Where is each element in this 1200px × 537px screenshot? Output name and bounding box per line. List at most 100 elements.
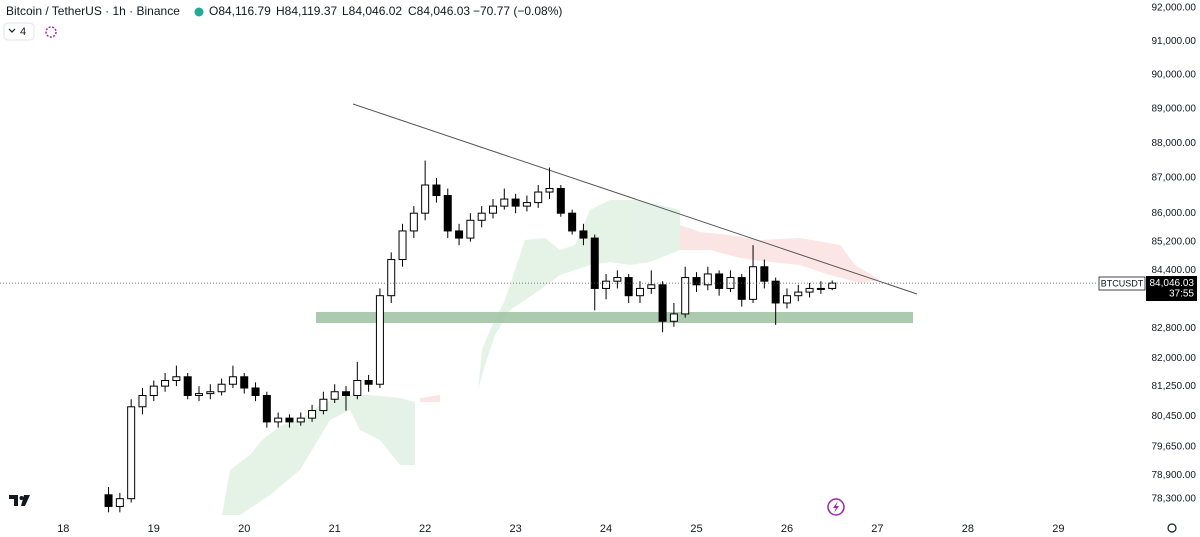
candle-body — [240, 376, 249, 389]
candle-body — [387, 259, 396, 297]
candle-body — [816, 287, 825, 290]
y-tick-label: 88,000.00 — [1152, 138, 1197, 149]
price-tag-box — [1098, 276, 1146, 291]
candle-body — [500, 198, 509, 207]
x-tick-label: 19 — [148, 523, 160, 535]
y-tick-label: 87,000.00 — [1152, 173, 1197, 184]
countdown: 37:55 — [1169, 289, 1194, 300]
candle-body — [635, 287, 644, 297]
y-tick-label: 84,400.00 — [1152, 265, 1197, 276]
x-tick-label: 28 — [962, 523, 974, 535]
candle-body — [658, 284, 667, 322]
candle-body — [149, 385, 158, 396]
support-zone — [316, 312, 913, 323]
settings-icon[interactable] — [1167, 523, 1177, 533]
candle-body — [115, 498, 124, 507]
x-tick-label: 20 — [238, 523, 250, 535]
candle-body — [206, 391, 215, 395]
candle-body — [375, 295, 384, 385]
sync-icon[interactable] — [45, 26, 57, 38]
candle-body — [545, 188, 554, 193]
candle-body — [228, 376, 237, 385]
candle-body — [568, 212, 577, 232]
candle-body — [341, 391, 350, 396]
candle-body — [183, 376, 192, 396]
candle-body — [296, 417, 305, 423]
header-low: L84,046.02 — [342, 4, 402, 18]
candle-body — [285, 417, 294, 423]
candle-body — [511, 198, 520, 207]
candle-body — [319, 398, 328, 412]
candle-body — [715, 273, 724, 289]
candle-body — [443, 195, 452, 232]
header-open: O84,116.79 — [209, 4, 271, 18]
price-tag: BTCUSDT — [1101, 278, 1144, 288]
x-tick-label: 22 — [419, 523, 431, 535]
x-tick-label: 21 — [329, 523, 341, 535]
candle-body — [703, 273, 712, 286]
candle-body — [624, 277, 633, 297]
candle-body — [647, 284, 656, 289]
y-tick-label: 82,800.00 — [1152, 323, 1197, 334]
candle-body — [805, 287, 814, 293]
x-tick-label: 24 — [600, 523, 612, 535]
candle-body — [251, 387, 260, 396]
y-tick-label: 92,000.00 — [1152, 3, 1197, 14]
y-tick-label: 86,000.00 — [1152, 208, 1197, 219]
header-change: −70.77 (−0.08%) — [473, 4, 562, 18]
candle-body — [455, 230, 464, 239]
last-price-box — [1146, 276, 1197, 301]
cloud-bullish — [478, 200, 680, 390]
trendline — [352, 103, 918, 295]
x-tick-label: 18 — [57, 523, 69, 535]
candle-body — [274, 417, 283, 423]
bolt-icon — [833, 501, 839, 513]
symbol-title: Bitcoin / TetherUS · 1h · Binance — [6, 4, 180, 18]
candle-body — [409, 212, 418, 232]
candle-body — [613, 277, 622, 282]
candle-body — [692, 277, 701, 286]
candle-body — [330, 391, 339, 400]
candle-body — [771, 280, 780, 304]
candle-body — [398, 230, 407, 261]
candle-body — [556, 188, 565, 214]
candle-body — [760, 266, 769, 282]
candle-body — [466, 219, 475, 239]
candle-body — [828, 282, 837, 289]
candle-body — [127, 406, 136, 500]
candle-body — [161, 380, 170, 387]
candle-body — [794, 291, 803, 297]
indicator-toggle[interactable] — [3, 22, 35, 41]
y-tick-label: 79,650.00 — [1152, 441, 1197, 452]
candle-body — [602, 280, 611, 289]
y-tick-label: 90,000.00 — [1152, 69, 1197, 80]
y-tick-label: 91,000.00 — [1152, 36, 1197, 47]
legend-header: Bitcoin / TetherUS · 1h · Binance O84,11… — [3, 4, 562, 41]
candle-body — [421, 184, 430, 214]
x-tick-label: 23 — [509, 523, 521, 535]
candle-body — [353, 380, 362, 396]
y-tick-label: 78,300.00 — [1152, 493, 1197, 504]
plot — [0, 160, 1098, 513]
y-tick-label: 82,000.00 — [1152, 353, 1197, 364]
candle-body — [579, 230, 588, 239]
status-dot — [194, 7, 204, 17]
candle-body — [262, 394, 271, 423]
cloud-bullish — [222, 395, 415, 515]
candle-body — [522, 202, 531, 207]
candle-body — [308, 410, 317, 419]
y-tick-label: 80,450.00 — [1152, 411, 1197, 422]
cloud-bearish — [680, 225, 880, 283]
y-tick-label: 85,200.00 — [1152, 236, 1197, 247]
indicator-count: 4 — [20, 26, 26, 38]
header-close: C84,046.03 — [408, 4, 470, 18]
header-high: H84,119.37 — [276, 4, 337, 18]
candle-body — [782, 295, 791, 304]
x-tick-label: 29 — [1052, 523, 1064, 535]
y-tick-label: 78,900.00 — [1152, 470, 1197, 481]
candle-body — [669, 313, 678, 322]
candle-body — [364, 380, 373, 385]
cloud-bearish — [420, 395, 440, 402]
candle-body — [104, 494, 113, 507]
